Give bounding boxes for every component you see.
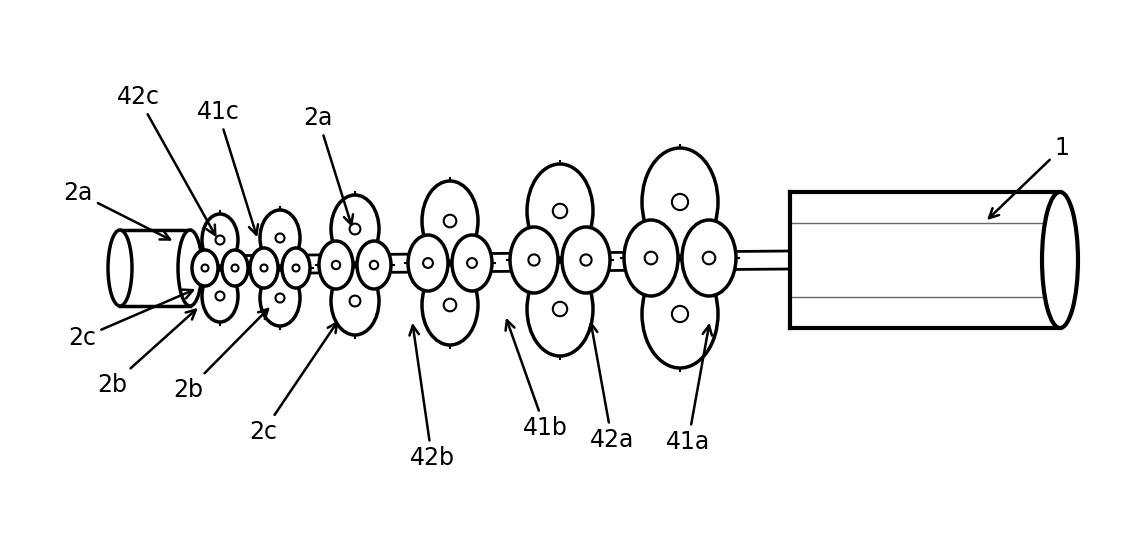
Circle shape [275, 294, 284, 302]
Circle shape [553, 204, 567, 218]
Ellipse shape [562, 227, 610, 293]
Circle shape [260, 264, 267, 271]
Ellipse shape [331, 195, 379, 263]
Circle shape [293, 264, 300, 271]
Circle shape [202, 264, 208, 271]
Ellipse shape [319, 241, 353, 289]
Text: 42c: 42c [116, 85, 215, 235]
Text: 41b: 41b [506, 320, 567, 440]
Text: 41a: 41a [666, 325, 712, 454]
Text: 1: 1 [990, 136, 1070, 218]
Text: 2c: 2c [249, 323, 337, 444]
Text: 42a: 42a [588, 324, 635, 452]
Ellipse shape [108, 230, 132, 306]
Ellipse shape [260, 270, 300, 326]
Circle shape [467, 258, 477, 268]
Circle shape [215, 235, 224, 245]
Ellipse shape [642, 260, 718, 368]
Ellipse shape [178, 230, 202, 306]
Circle shape [215, 292, 224, 300]
Circle shape [275, 233, 284, 243]
Circle shape [331, 261, 340, 269]
Circle shape [349, 295, 361, 306]
Text: 2b: 2b [174, 309, 268, 402]
Ellipse shape [408, 235, 449, 291]
Circle shape [672, 306, 689, 322]
Circle shape [645, 252, 657, 264]
Ellipse shape [642, 148, 718, 256]
Ellipse shape [527, 164, 593, 258]
Circle shape [231, 264, 239, 271]
Text: 2a: 2a [303, 106, 353, 225]
Ellipse shape [250, 248, 278, 288]
Circle shape [703, 252, 716, 264]
Ellipse shape [624, 220, 678, 296]
Circle shape [580, 255, 592, 265]
Ellipse shape [202, 270, 238, 322]
Ellipse shape [357, 241, 391, 289]
Circle shape [444, 215, 456, 227]
Ellipse shape [282, 248, 310, 288]
Circle shape [553, 302, 567, 316]
Ellipse shape [452, 235, 492, 291]
Circle shape [672, 194, 689, 210]
Ellipse shape [682, 220, 736, 296]
Ellipse shape [511, 227, 558, 293]
Circle shape [423, 258, 433, 268]
Circle shape [529, 255, 540, 265]
Text: 2c: 2c [68, 289, 193, 350]
Circle shape [444, 299, 456, 311]
Ellipse shape [331, 267, 379, 335]
Ellipse shape [421, 181, 478, 261]
Ellipse shape [527, 262, 593, 356]
Ellipse shape [421, 265, 478, 345]
Circle shape [370, 261, 379, 269]
Text: 2b: 2b [97, 310, 196, 397]
Ellipse shape [222, 250, 248, 286]
Ellipse shape [202, 214, 238, 266]
Circle shape [349, 223, 361, 234]
Ellipse shape [1042, 192, 1079, 328]
Text: 42b: 42b [409, 325, 454, 470]
Ellipse shape [192, 250, 218, 286]
Ellipse shape [260, 210, 300, 266]
Text: 41c: 41c [196, 100, 258, 235]
Text: 2a: 2a [63, 181, 170, 239]
